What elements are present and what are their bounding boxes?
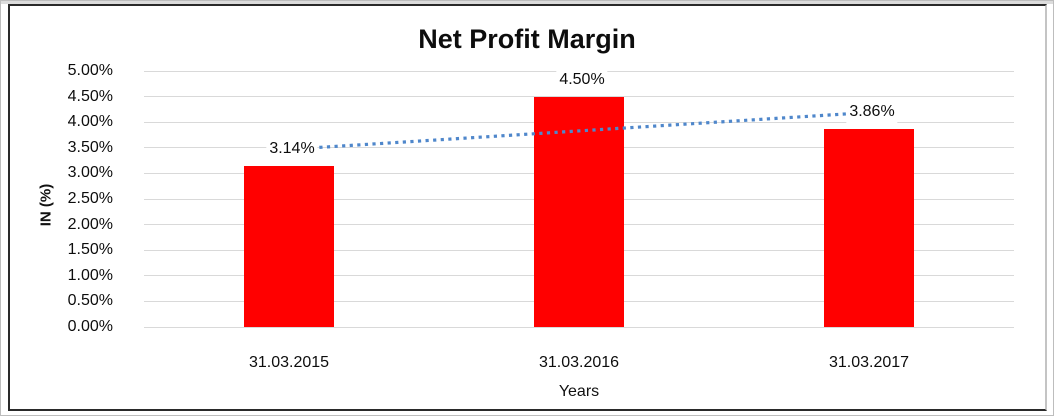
- x-axis-title: Years: [558, 383, 600, 400]
- y-tick-label: 3.00%: [67, 164, 113, 182]
- data-label: 4.50%: [556, 68, 608, 91]
- y-tick-label: 2.00%: [67, 215, 113, 233]
- y-tick-label: 0.00%: [67, 318, 113, 335]
- frame-top-strip: [0, 0, 1054, 4]
- bar-31.03.2015: [244, 166, 334, 327]
- data-label: 3.14%: [266, 138, 318, 161]
- x-tick-label: 31.03.2015: [248, 354, 330, 371]
- bar-31.03.2017: [824, 129, 914, 327]
- x-tick-label: 31.03.2017: [828, 354, 910, 371]
- chart-title: Net Profit Margin: [418, 24, 636, 54]
- y-tick-label: 5.00%: [67, 62, 113, 79]
- y-tick-label: 4.00%: [67, 113, 113, 131]
- gridline: [144, 326, 1014, 328]
- y-tick-label: 4.50%: [67, 87, 113, 105]
- y-tick-label: 3.50%: [67, 138, 113, 156]
- bar-31.03.2016: [534, 96, 624, 327]
- x-tick-label: 31.03.2016: [538, 354, 620, 371]
- data-label: 3.86%: [846, 101, 898, 124]
- y-tick-label: 1.50%: [67, 241, 113, 259]
- y-tick-label: 1.00%: [67, 266, 113, 284]
- y-tick-label: 0.50%: [67, 292, 113, 310]
- y-tick-label: 2.50%: [67, 190, 113, 207]
